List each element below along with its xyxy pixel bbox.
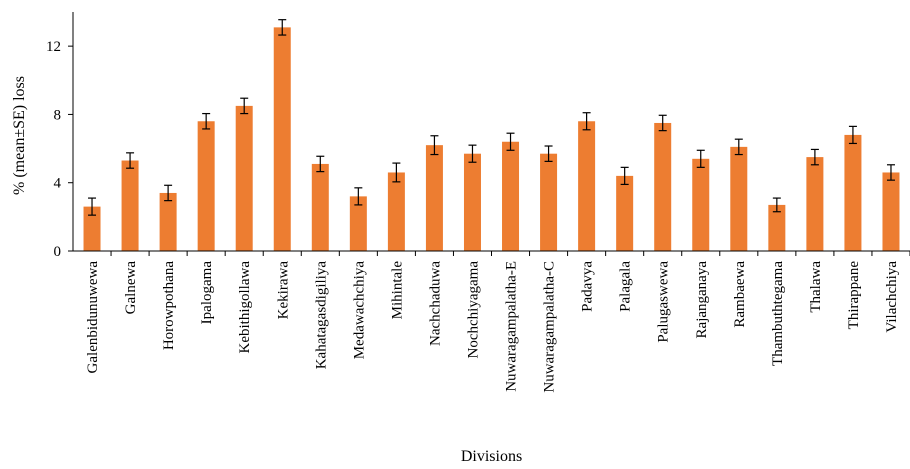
- x-category-label: Padavya: [580, 261, 596, 312]
- x-category-label: Thambuthtegama: [770, 261, 786, 366]
- x-category-label: Nochchiyagama: [465, 261, 481, 359]
- bar: [654, 122, 672, 251]
- bar: [730, 146, 748, 251]
- x-category-label: Galnewa: [123, 261, 139, 315]
- x-category-label: Thirappane: [846, 261, 862, 330]
- bar: [425, 145, 443, 251]
- x-category-label: Kebithigollawa: [237, 261, 253, 354]
- x-category-label: Ipalogama: [199, 261, 215, 325]
- bar: [502, 141, 520, 251]
- x-category-label: Rambaewa: [732, 261, 748, 328]
- x-category-label: Vilachchiya: [884, 261, 900, 333]
- bar: [844, 134, 862, 251]
- bar: [463, 153, 481, 251]
- bar: [882, 172, 900, 251]
- y-tick-label: 12: [46, 39, 61, 55]
- x-category-label: Nachchaduwa: [427, 261, 443, 346]
- bar: [806, 157, 824, 251]
- x-category-label: Nuwaragampalatha-C: [542, 261, 558, 393]
- x-category-label: Rajanganaya: [694, 261, 710, 339]
- x-category-label: Thalawa: [808, 261, 824, 313]
- bar: [768, 204, 786, 251]
- x-category-label: Kekirawa: [275, 261, 291, 320]
- bar: [311, 163, 329, 251]
- y-axis-ticks: 0 4 8 12: [46, 39, 73, 260]
- bar: [349, 196, 367, 251]
- y-tick-label: 4: [54, 176, 62, 192]
- bar: [197, 121, 215, 251]
- bar: [121, 160, 139, 251]
- bar: [273, 27, 291, 251]
- x-category-label: Medawachchiya: [351, 261, 367, 360]
- x-category-label: Horowpothana: [161, 261, 177, 350]
- bar: [692, 158, 710, 251]
- bar: [578, 121, 596, 251]
- bar: [387, 172, 405, 251]
- x-category-label: Palagala: [618, 261, 634, 312]
- bar: [540, 153, 558, 251]
- bar: [159, 192, 177, 251]
- x-axis-title: Divisions: [461, 448, 522, 465]
- bars: [83, 27, 900, 252]
- x-category-label: Palugaswewa: [656, 261, 672, 343]
- x-category-label: Mihintale: [389, 261, 405, 320]
- y-axis-title: % (mean±SE) loss: [11, 76, 28, 195]
- x-axis-category-labels: Galenbidunuwewa Galnewa Horowpothana Ipalog…: [85, 251, 910, 393]
- bar: [235, 105, 253, 252]
- x-category-label: Galenbidunuwewa: [85, 261, 101, 374]
- bar: [83, 206, 101, 251]
- error-bars: [88, 19, 895, 216]
- y-tick-label: 0: [54, 244, 62, 260]
- x-category-label: Nuwaragampalatha-E: [504, 261, 520, 392]
- y-tick-label: 8: [54, 107, 62, 123]
- x-category-label: Kahatagasdigiliya: [313, 261, 329, 370]
- bar: [616, 175, 634, 251]
